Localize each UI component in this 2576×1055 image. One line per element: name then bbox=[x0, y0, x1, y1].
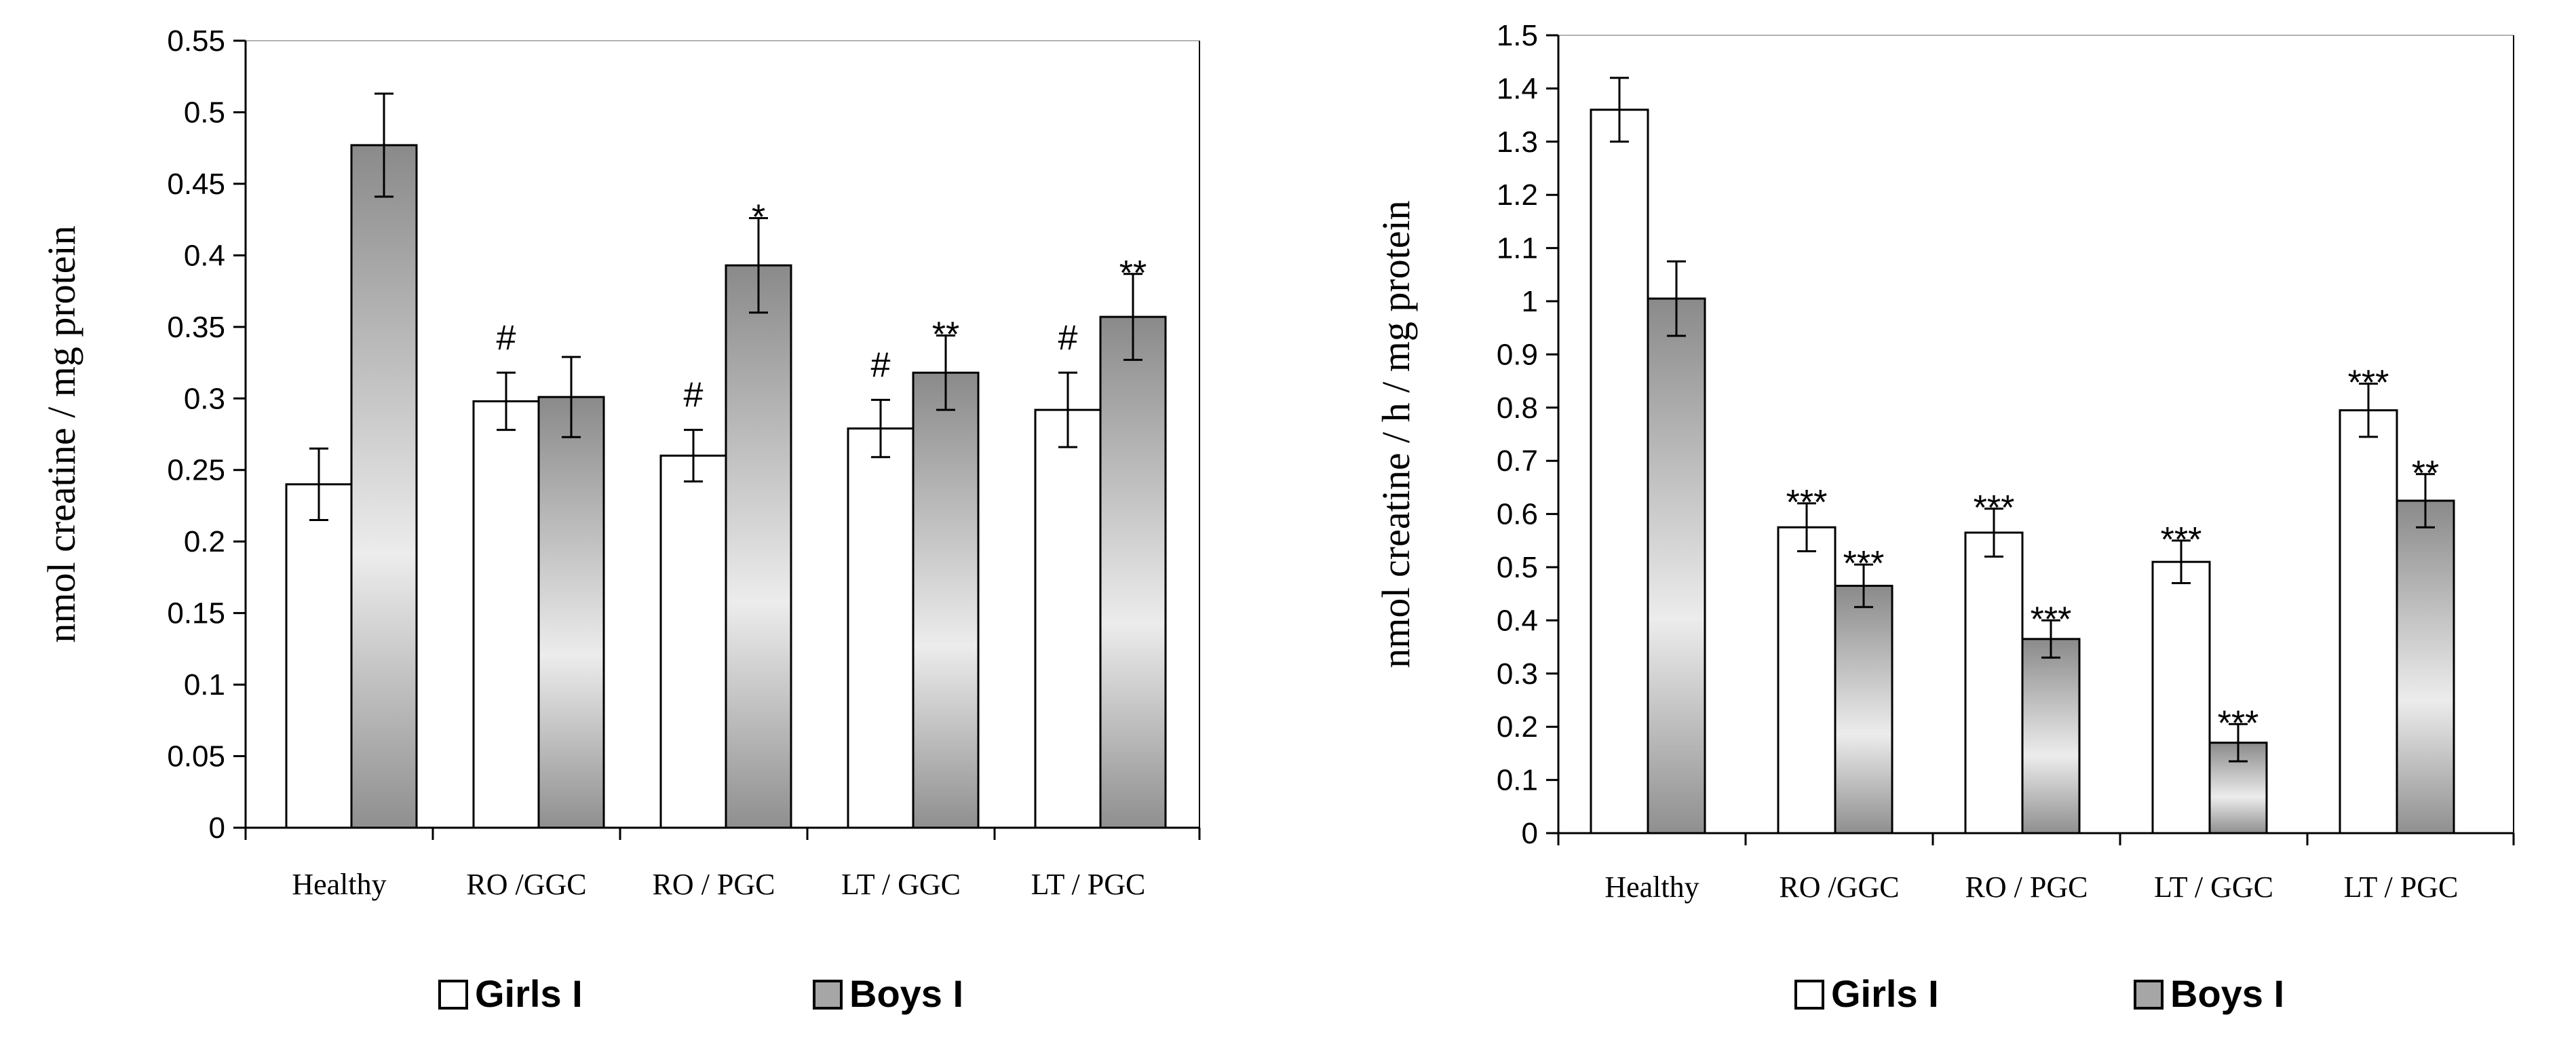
right-bar-girls bbox=[2339, 409, 2398, 835]
right-y-tick-label: 1.5 bbox=[1497, 19, 1538, 52]
right-y-tick-label: 1.4 bbox=[1497, 72, 1538, 105]
left-y-tick-label: 0 bbox=[209, 811, 225, 845]
right-bar-girls bbox=[1590, 109, 1649, 835]
left-bar-girls bbox=[285, 483, 353, 829]
right-significance-mark: *** bbox=[2161, 520, 2202, 560]
left-bar-boys bbox=[1099, 315, 1167, 829]
right-bar-boys bbox=[2021, 638, 2081, 835]
left-y-tick-label: 0.25 bbox=[167, 454, 225, 487]
right-legend-label: Boys I bbox=[2170, 972, 2284, 1015]
right-y-tick-label: 1.2 bbox=[1497, 178, 1538, 212]
right-legend-swatch-girls bbox=[1794, 980, 1824, 1010]
right-bar-boys bbox=[2396, 499, 2455, 835]
left-category-label: LT / PGC bbox=[1031, 868, 1146, 901]
right-bar-girls bbox=[1777, 526, 1837, 835]
right-legend-swatch-boys bbox=[2134, 980, 2164, 1010]
right-y-axis-title: nmol creatine / h / mg protein bbox=[1374, 200, 1418, 668]
left-y-tick-label: 0.55 bbox=[167, 24, 225, 58]
right-category-label: Healthy bbox=[1604, 870, 1699, 904]
left-y-tick-label: 0.35 bbox=[167, 311, 225, 344]
right-y-tick-label: 0.1 bbox=[1497, 764, 1538, 797]
left-bar-girls bbox=[472, 400, 540, 829]
right-y-tick-label: 0.5 bbox=[1497, 551, 1538, 584]
right-y-tick-label: 0.9 bbox=[1497, 338, 1538, 371]
left-significance-mark: ** bbox=[932, 315, 959, 354]
right-y-tick-label: 1.1 bbox=[1497, 232, 1538, 265]
left-bar-boys bbox=[912, 371, 980, 829]
left-category-label: Healthy bbox=[292, 868, 386, 901]
right-significance-mark: *** bbox=[1974, 488, 2015, 528]
right-significance-mark: ** bbox=[2412, 454, 2439, 493]
right-y-tick-label: 0.2 bbox=[1497, 710, 1538, 744]
chart-left: 0 0.05 0.1 0.15 0.2 0.25 0.3 0.35 0.4 0.45 0.5 0.55… bbox=[39, 24, 1201, 1015]
right-category-label: RO /GGC bbox=[1779, 870, 1899, 904]
left-y-tick-label: 0.5 bbox=[184, 96, 225, 129]
right-y-tick-label: 0.6 bbox=[1497, 498, 1538, 531]
right-bar-boys bbox=[1834, 584, 1893, 835]
right-significance-mark: *** bbox=[2218, 704, 2259, 743]
left-significance-mark: ** bbox=[1119, 254, 1147, 293]
left-y-tick-label: 0.2 bbox=[184, 525, 225, 558]
left-y-tick-label: 0.45 bbox=[167, 168, 225, 201]
left-y-tick-label: 0.4 bbox=[184, 239, 225, 272]
right-bar-boys bbox=[1647, 297, 1706, 835]
left-legend-swatch-boys bbox=[813, 980, 843, 1010]
left-legend-label: Boys I bbox=[849, 972, 963, 1015]
right-bar-girls bbox=[1964, 531, 2024, 835]
right-category-label: LT / PGC bbox=[2344, 870, 2459, 904]
left-bar-girls bbox=[1034, 408, 1102, 829]
right-significance-mark: *** bbox=[2348, 364, 2389, 403]
right-category-label: RO / PGC bbox=[1965, 870, 2088, 904]
right-significance-mark: *** bbox=[1843, 544, 1885, 583]
left-category-label: RO /GGC bbox=[466, 868, 586, 901]
left-y-tick-label: 0.3 bbox=[184, 382, 225, 415]
chart-right-svg: 0 0.1 0.2 0.3 0.4 0.5 0.6 0.7 0.8 0.9 1 1.1 1.2 1.3 1.… bbox=[1374, 19, 2515, 1015]
right-bar-girls bbox=[2151, 560, 2211, 835]
chart-left-svg: 0 0.05 0.1 0.15 0.2 0.25 0.3 0.35 0.4 0.45 0.5 0.55… bbox=[39, 24, 1201, 1015]
right-category-label: LT / GGC bbox=[2154, 870, 2273, 904]
left-bar-girls bbox=[659, 455, 727, 829]
right-y-tick-label: 1.3 bbox=[1497, 126, 1538, 159]
left-y-tick-label: 0.15 bbox=[167, 597, 225, 630]
chart-right: 0 0.1 0.2 0.3 0.4 0.5 0.6 0.7 0.8 0.9 1 1.1 1.2 1.3 1.… bbox=[1288, 0, 2576, 1055]
right-y-tick-label: 0.8 bbox=[1497, 391, 1538, 425]
right-legend-label: Girls I bbox=[1831, 972, 1939, 1015]
right-y-tick-label: 0.3 bbox=[1497, 657, 1538, 691]
left-significance-mark: # bbox=[684, 376, 704, 415]
left-legend-label: Girls I bbox=[475, 972, 583, 1015]
left-legend-swatch-girls bbox=[438, 980, 468, 1010]
right-y-tick-label: 0.4 bbox=[1497, 604, 1538, 637]
right-y-tick-label: 0 bbox=[1522, 817, 1538, 850]
left-significance-mark: * bbox=[752, 198, 765, 237]
left-bar-boys bbox=[537, 396, 605, 829]
left-bar-boys bbox=[350, 144, 418, 829]
left-significance-mark: # bbox=[1058, 318, 1078, 358]
left-bar-boys bbox=[725, 264, 792, 829]
left-y-tick-label: 0.1 bbox=[184, 668, 225, 702]
right-significance-mark: *** bbox=[1786, 483, 1828, 522]
right-y-tick-label: 0.7 bbox=[1497, 444, 1538, 478]
left-category-label: LT / GGC bbox=[841, 868, 961, 901]
left-y-axis-title: nmol creatine / mg protein bbox=[39, 225, 83, 642]
left-category-label: RO / PGC bbox=[653, 868, 775, 901]
left-significance-mark: # bbox=[871, 345, 891, 385]
right-significance-mark: *** bbox=[2031, 600, 2072, 639]
right-y-tick-label: 1 bbox=[1522, 285, 1538, 318]
left-y-tick-label: 0.05 bbox=[167, 740, 225, 773]
left-significance-mark: # bbox=[497, 318, 516, 358]
left-bar-girls bbox=[847, 427, 915, 829]
